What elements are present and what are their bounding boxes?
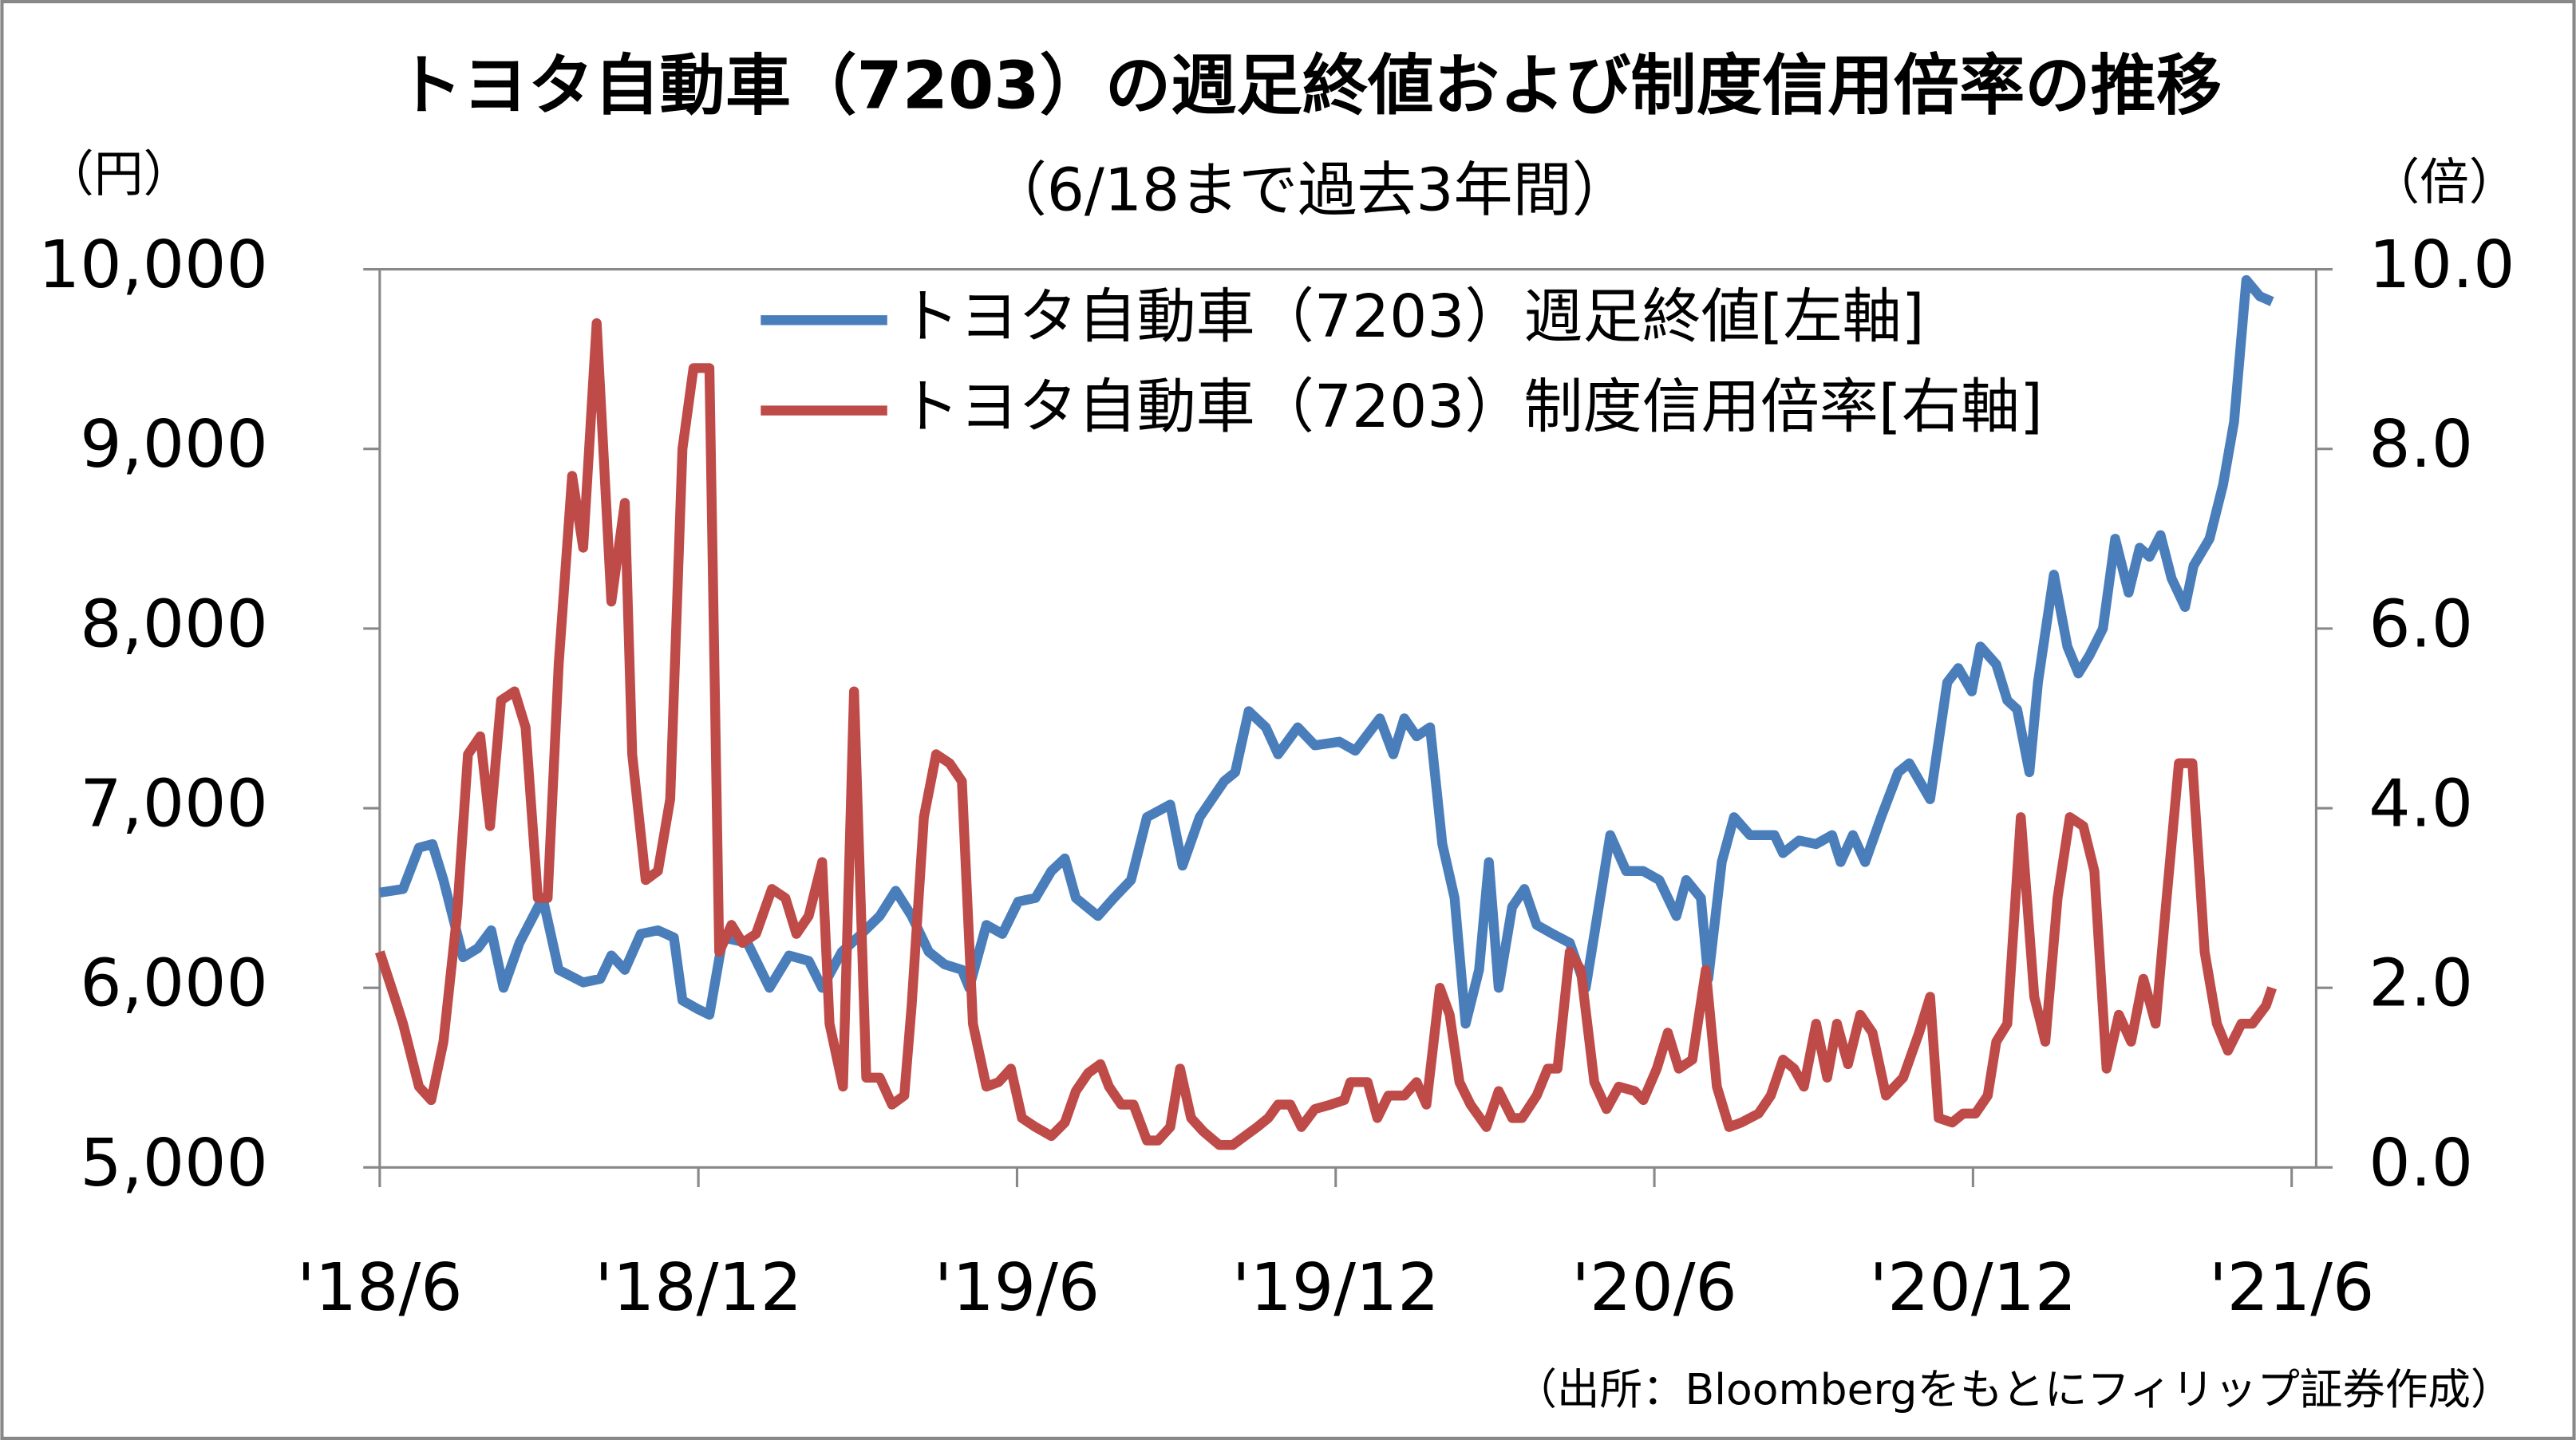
y2-tick-label: 10.0	[2369, 227, 2515, 303]
y2-tick-label: 4.0	[2369, 766, 2473, 842]
y-tick-label: 6,000	[80, 946, 268, 1022]
y2-axis-label: （倍）	[2370, 154, 2518, 211]
y2-tick-label: 8.0	[2369, 407, 2473, 483]
y-tick-label: 10,000	[38, 227, 268, 303]
y-tick-label: 7,000	[80, 766, 268, 842]
data-line	[374, 318, 2277, 1150]
plot-frame	[378, 267, 2317, 1169]
source-note: （出所：Bloombergをもとにフィリップ証券作成）	[1514, 1364, 2513, 1414]
chart-title: トヨタ自動車（7203）の週足終値および制度信用倍率の推移	[397, 49, 2222, 124]
x-tick-label: '19/6	[934, 1250, 1100, 1326]
x-tick-label: '18/12	[595, 1250, 802, 1326]
x-tick-label: '19/12	[1232, 1250, 1440, 1326]
legend-label: トヨタ自動車（7203）週足終値[左軸]	[900, 282, 1924, 351]
y-tick-label: 5,000	[80, 1126, 268, 1201]
y-tick-label: 8,000	[80, 586, 268, 662]
x-tick-label: '20/12	[1869, 1250, 2076, 1326]
x-tick-label: '21/6	[2209, 1250, 2374, 1326]
y2-tick-label: 2.0	[2369, 946, 2473, 1022]
chart-subtitle: （6/18まで過去3年間）	[988, 156, 1631, 224]
legend-label: トヨタ自動車（7203）制度信用倍率[右軸]	[900, 373, 2043, 441]
y-tick-label: 9,000	[80, 407, 268, 483]
y2-tick-label: 6.0	[2369, 586, 2473, 662]
y-axis-label: （円）	[45, 145, 192, 203]
y2-tick-label: 0.0	[2369, 1126, 2473, 1201]
data-line	[378, 274, 2274, 1029]
x-tick-label: '20/6	[1571, 1250, 1736, 1326]
x-tick-label: '18/6	[297, 1250, 462, 1326]
